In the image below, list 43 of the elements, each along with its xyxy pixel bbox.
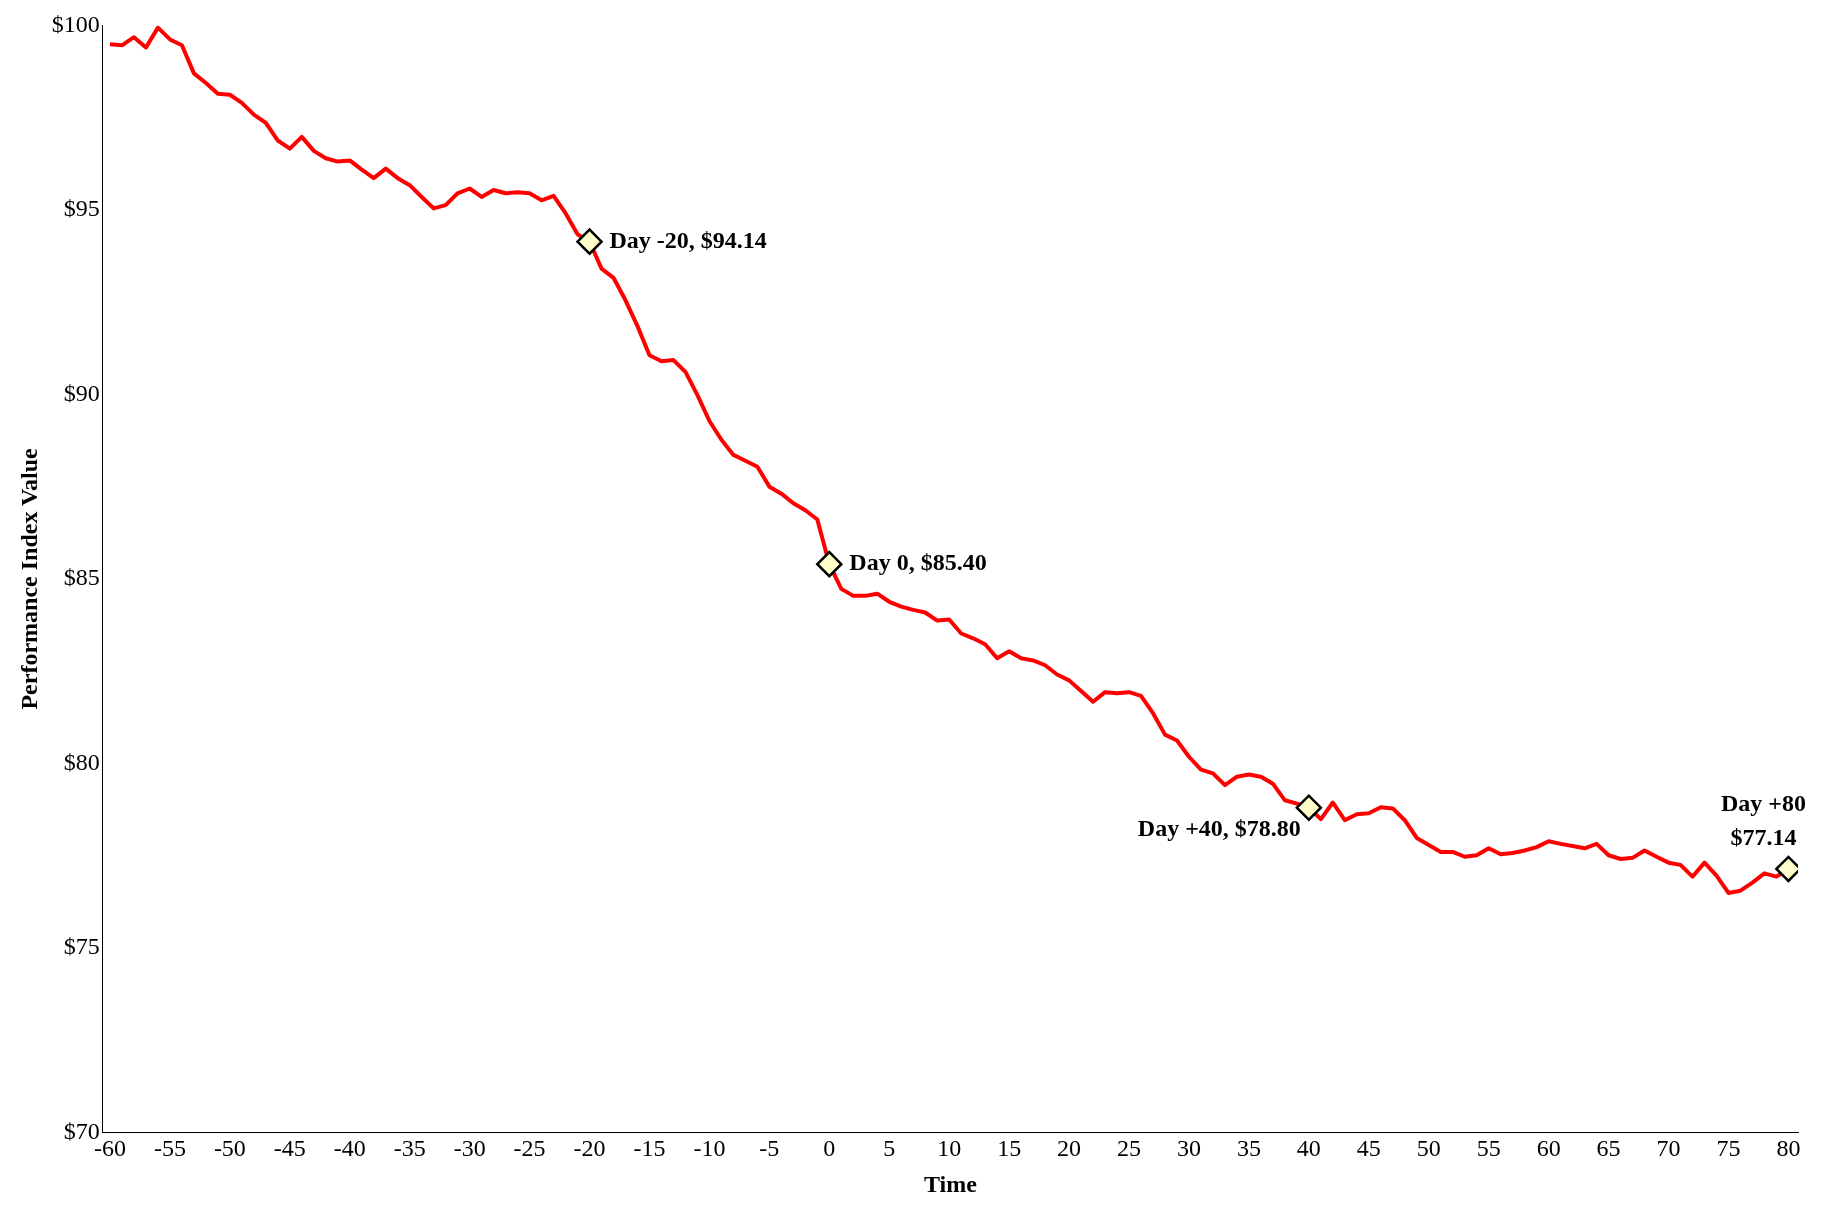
x-tick-label: -55 xyxy=(153,1135,186,1162)
y-tick-label: $90 xyxy=(63,379,100,406)
x-tick-label: 25 xyxy=(1117,1135,1142,1162)
x-tick-label: 10 xyxy=(937,1135,962,1162)
x-tick-label: 80 xyxy=(1776,1135,1801,1162)
x-tick-label: 20 xyxy=(1057,1135,1082,1162)
annotation: Day -20, $94.14 xyxy=(609,226,767,253)
x-tick-label: -45 xyxy=(273,1135,306,1162)
y-tick-label: $95 xyxy=(63,195,100,222)
point xyxy=(576,228,603,255)
x-tick-label: 65 xyxy=(1596,1135,1621,1162)
annotation: Day +80 $77.14 xyxy=(1720,790,1806,851)
x-tick-label: -35 xyxy=(393,1135,426,1162)
x-tick-label: 40 xyxy=(1296,1135,1321,1162)
y-tick-label: $100 xyxy=(51,10,100,37)
point xyxy=(816,550,843,578)
x-tick-label: 50 xyxy=(1416,1135,1441,1162)
y-tick-label: $75 xyxy=(63,933,100,960)
y-axis-title: Performance Index Value xyxy=(15,447,42,710)
x-tick-label: 5 xyxy=(883,1135,896,1162)
x-tick-label: 60 xyxy=(1536,1135,1561,1162)
x-tick-label: -40 xyxy=(333,1135,366,1162)
x-tick-label: 30 xyxy=(1176,1135,1201,1162)
point xyxy=(1295,794,1323,821)
x-tick-label: -30 xyxy=(453,1135,486,1162)
x-tick-label: -15 xyxy=(633,1135,666,1162)
x-tick-label: -10 xyxy=(693,1135,726,1162)
y-tick-label: $80 xyxy=(63,748,100,775)
x-tick-label: -50 xyxy=(213,1135,246,1162)
x-tick-label: 70 xyxy=(1656,1135,1681,1162)
x-tick-label: 15 xyxy=(997,1135,1022,1162)
annotation: Day 0, $85.40 xyxy=(849,549,987,576)
x-tick-label: 75 xyxy=(1716,1135,1741,1162)
x-tick-label: 35 xyxy=(1236,1135,1261,1162)
y-tick-label: $85 xyxy=(63,564,100,591)
x-tick-label: -20 xyxy=(573,1135,606,1162)
x-tick-label: -25 xyxy=(513,1135,546,1162)
x-tick-label: -5 xyxy=(759,1135,780,1162)
annotation: Day +40, $78.80 xyxy=(1137,814,1301,841)
x-tick-label: 55 xyxy=(1476,1135,1501,1162)
x-tick-label: 45 xyxy=(1356,1135,1381,1162)
x-axis-title: Time xyxy=(923,1170,978,1197)
x-tick-label: 0 xyxy=(823,1135,836,1162)
